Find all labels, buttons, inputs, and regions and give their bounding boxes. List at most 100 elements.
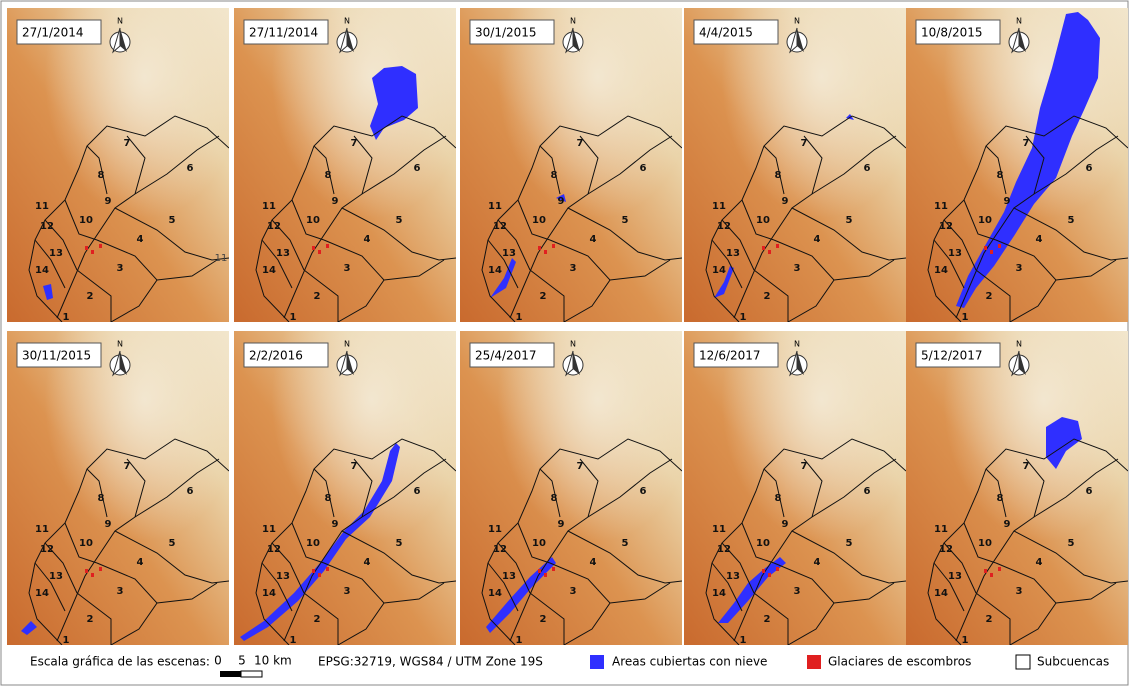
north-label: N <box>1016 340 1022 349</box>
legend-swatch <box>590 655 604 669</box>
subbasin-label: 11 <box>488 201 502 212</box>
subbasin-label: 7 <box>577 138 584 149</box>
panel-date: 25/4/2017 <box>475 349 537 363</box>
subbasin-label: 5 <box>846 215 853 226</box>
subbasin-label: 11 <box>35 524 49 535</box>
subbasin-label: 4 <box>814 557 821 568</box>
scale-tick: 10 km <box>254 654 292 668</box>
subbasin-label: 14 <box>488 588 502 599</box>
subbasin-label: 4 <box>364 234 371 245</box>
subbasin-label: 13 <box>49 571 63 582</box>
subbasin-label: 9 <box>558 196 565 207</box>
scale-bar <box>241 671 262 677</box>
stray-label: 11 <box>215 253 228 264</box>
glacier <box>318 250 321 254</box>
subbasin-label: 7 <box>577 461 584 472</box>
subbasin-label: 5 <box>622 538 629 549</box>
map-panel: 123456789101112131430/1/2015N <box>460 8 682 323</box>
scale-title: Escala gráfica de las escenas: <box>30 655 210 669</box>
subbasin-label: 2 <box>87 614 94 625</box>
subbasin-label: 14 <box>712 265 726 276</box>
subbasin-label: 4 <box>137 234 144 245</box>
subbasin-label: 14 <box>934 588 948 599</box>
subbasin-label: 6 <box>1086 486 1093 497</box>
subbasin-label: 4 <box>364 557 371 568</box>
north-label: N <box>344 340 350 349</box>
subbasin-label: 13 <box>276 571 290 582</box>
glacier <box>538 246 541 250</box>
subbasin-label: 8 <box>98 493 105 504</box>
panel-date: 30/11/2015 <box>22 349 91 363</box>
subbasin-label: 5 <box>396 215 403 226</box>
subbasin-label: 1 <box>290 312 297 323</box>
subbasin-label: 8 <box>775 493 782 504</box>
glacier <box>990 573 993 577</box>
subbasin-label: 11 <box>712 201 726 212</box>
subbasin-label: 7 <box>351 461 358 472</box>
subbasin-label: 14 <box>35 265 49 276</box>
legend-label: Subcuencas <box>1037 655 1109 669</box>
glacier <box>762 246 765 250</box>
glacier <box>318 573 321 577</box>
subbasin-label: 4 <box>814 234 821 245</box>
subbasin-label: 14 <box>35 588 49 599</box>
subbasin-label: 1 <box>740 312 747 323</box>
subbasin-label: 12 <box>267 544 281 555</box>
subbasin-label: 10 <box>532 215 546 226</box>
subbasin-label: 3 <box>570 263 577 274</box>
legend-swatch <box>807 655 821 669</box>
glacier <box>99 567 102 571</box>
subbasin-label: 13 <box>502 571 516 582</box>
scale-bar <box>220 671 241 677</box>
subbasin-label: 7 <box>351 138 358 149</box>
subbasin-label: 5 <box>1068 538 1075 549</box>
north-label: N <box>570 340 576 349</box>
subbasin-label: 3 <box>570 586 577 597</box>
subbasin-label: 3 <box>1016 586 1023 597</box>
glacier <box>552 244 555 248</box>
subbasin-label: 12 <box>717 221 731 232</box>
subbasin-label: 3 <box>794 263 801 274</box>
panel-date: 4/4/2015 <box>699 26 753 40</box>
subbasin-label: 5 <box>622 215 629 226</box>
panel-date: 2/2/2016 <box>249 349 303 363</box>
glacier <box>326 244 329 248</box>
subbasin-label: 6 <box>187 486 194 497</box>
subbasin-label: 7 <box>801 461 808 472</box>
glacier <box>312 569 315 573</box>
subbasin-label: 1 <box>962 312 969 323</box>
subbasin-label: 14 <box>488 265 502 276</box>
panel-date: 27/11/2014 <box>249 26 318 40</box>
subbasin-label: 6 <box>640 163 647 174</box>
subbasin-label: 12 <box>939 544 953 555</box>
subbasin-label: 8 <box>98 170 105 181</box>
subbasin-label: 4 <box>590 557 597 568</box>
subbasin-label: 10 <box>306 215 320 226</box>
subbasin-label: 1 <box>290 635 297 646</box>
subbasin-label: 10 <box>978 215 992 226</box>
scale-tick: 5 <box>238 654 246 668</box>
glacier <box>99 244 102 248</box>
subbasin-label: 9 <box>1004 519 1011 530</box>
panel-date: 30/1/2015 <box>475 26 537 40</box>
subbasin-label: 9 <box>558 519 565 530</box>
subbasin-label: 6 <box>187 163 194 174</box>
subbasin-label: 4 <box>137 557 144 568</box>
legend-swatch <box>1016 655 1030 669</box>
glacier <box>768 573 771 577</box>
subbasin-label: 7 <box>801 138 808 149</box>
subbasin-label: 2 <box>87 291 94 302</box>
panel-date: 5/12/2017 <box>921 349 983 363</box>
glacier <box>984 569 987 573</box>
subbasin-label: 12 <box>939 221 953 232</box>
subbasin-label: 13 <box>276 248 290 259</box>
legend-label: Glaciares de escombros <box>828 655 971 669</box>
scale-tick: 0 <box>214 654 222 668</box>
glacier <box>326 567 329 571</box>
subbasin-label: 3 <box>794 586 801 597</box>
subbasin-label: 7 <box>124 461 131 472</box>
